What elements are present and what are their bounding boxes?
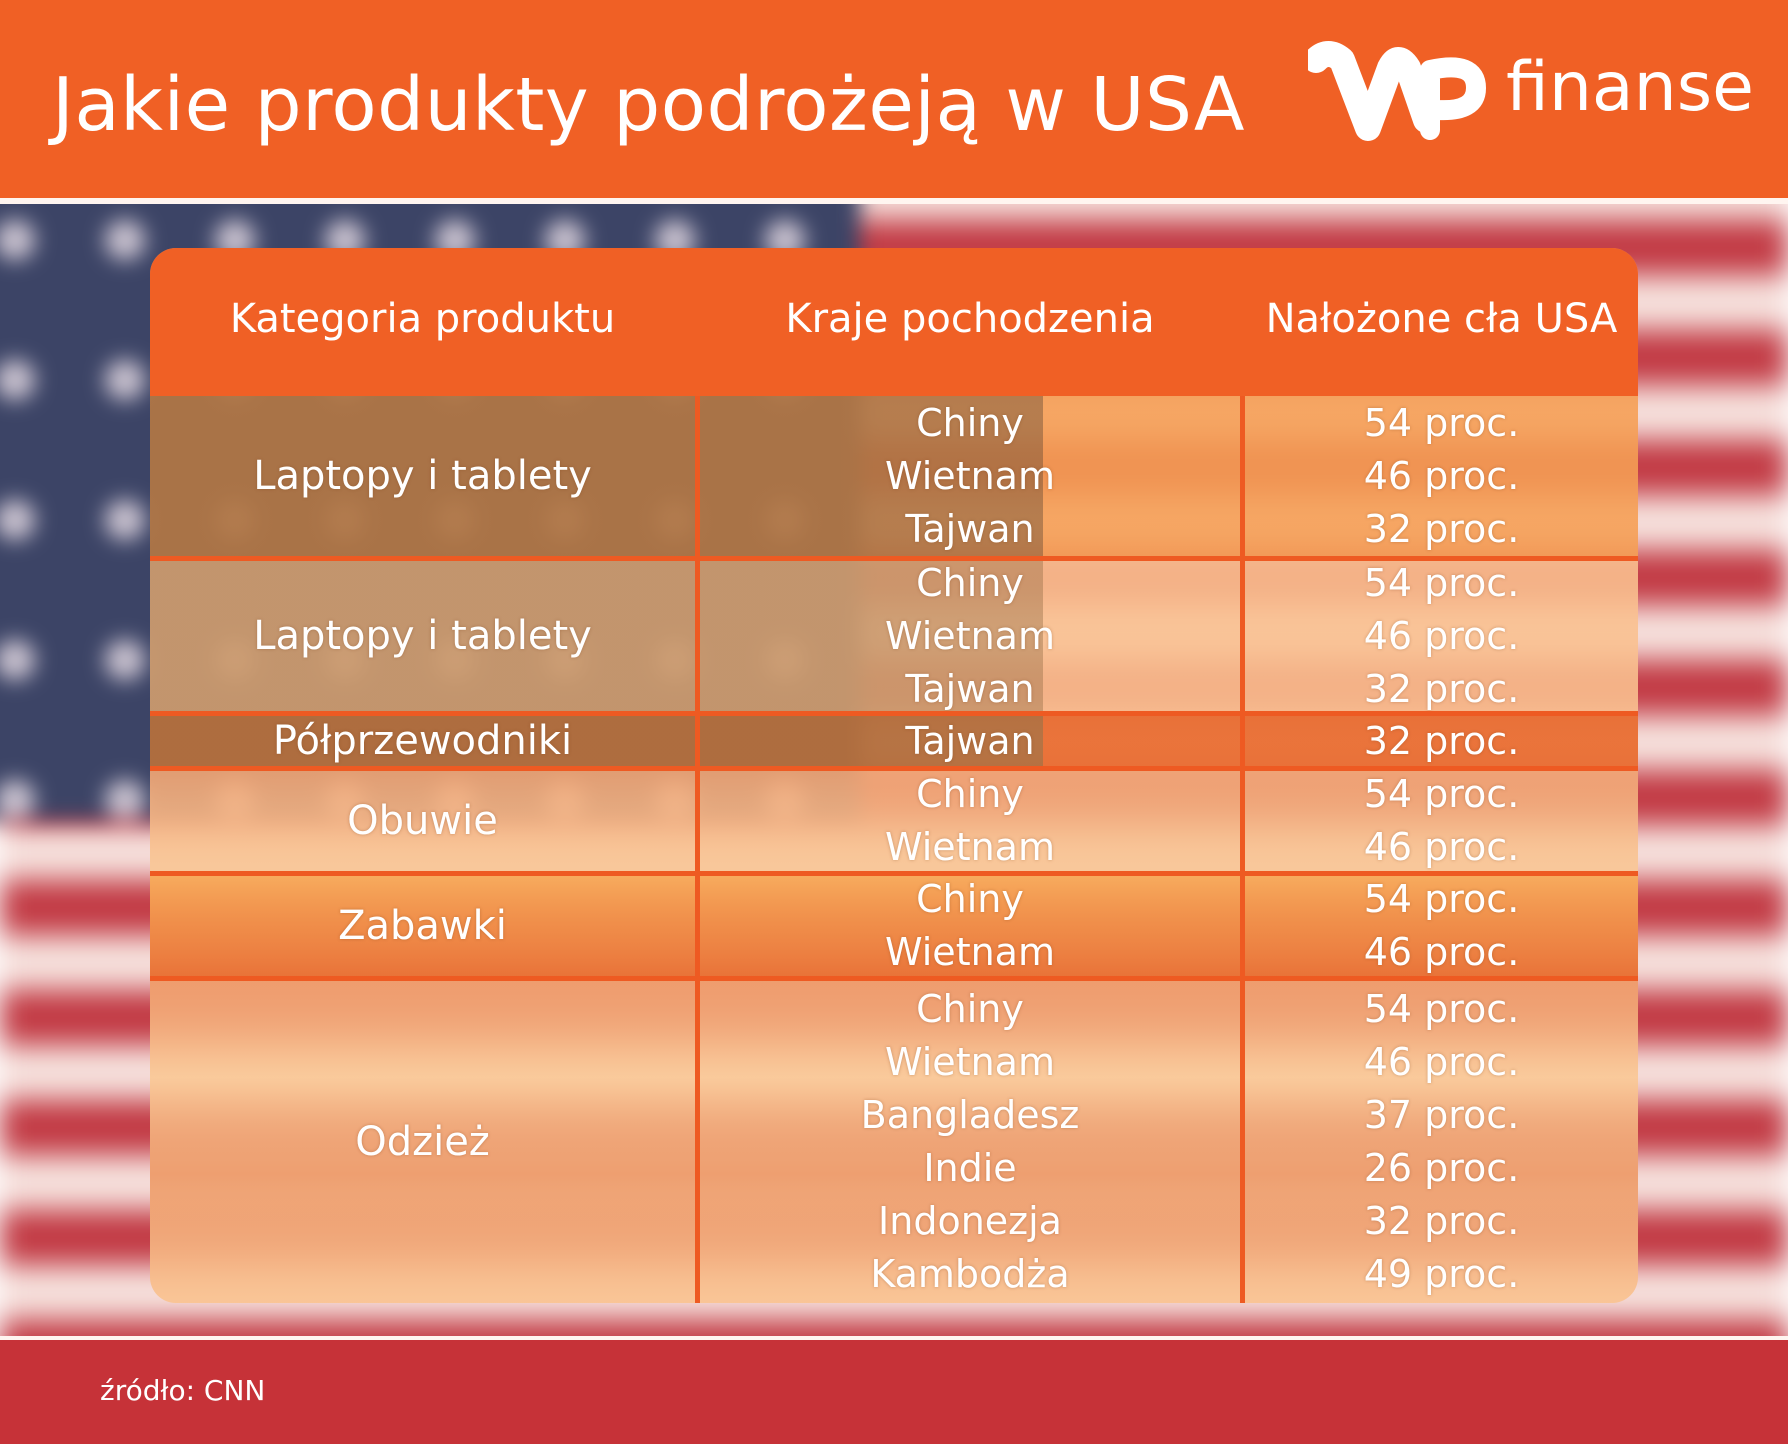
country: Chiny — [916, 772, 1024, 816]
category-cell: Obuwie — [347, 798, 498, 844]
source-bar: źródło: CNN — [0, 1336, 1788, 1444]
country-cell: Chiny Wietnam — [700, 771, 1240, 871]
tariff: 54 proc. — [1363, 772, 1520, 816]
table-row: Odzież Chiny Wietnam Bangladesz Indie In… — [150, 981, 1638, 1303]
header-tariff: Nałożone cła USA — [1265, 296, 1618, 342]
tariff-cell: 54 proc. 46 proc. 37 proc. 26 proc. 32 p… — [1245, 981, 1638, 1303]
category-cell: Półprzewodniki — [272, 718, 573, 764]
row-divider — [150, 766, 1638, 771]
table-row: Laptopy i tablety Chiny Wietnam Tajwan 5… — [150, 396, 1638, 556]
tariff: 46 proc. — [1363, 613, 1520, 658]
country: Chiny — [916, 877, 1024, 921]
country-cell: Chiny Wietnam Bangladesz Indie Indonezja… — [700, 981, 1240, 1303]
tariff-cell: 32 proc. — [1245, 716, 1638, 766]
country-cell: Chiny Wietnam Tajwan — [700, 561, 1240, 711]
tariff-table: Kategoria produktu Kraje pochodzenia Nał… — [150, 248, 1638, 1303]
tariff: 32 proc. — [1363, 666, 1520, 711]
country: Wietnam — [885, 1040, 1055, 1084]
country: Tajwan — [905, 718, 1035, 763]
country: Chiny — [916, 987, 1024, 1031]
country: Chiny — [916, 400, 1024, 445]
tariff-cell: 54 proc. 46 proc. 32 proc. — [1245, 561, 1638, 711]
source-label: źródło: CNN — [100, 1374, 266, 1407]
tariff: 46 proc. — [1363, 825, 1520, 869]
tariff-cell: 54 proc. 46 proc. — [1245, 771, 1638, 871]
column-divider — [695, 396, 700, 1303]
tariff: 46 proc. — [1363, 453, 1520, 498]
header-bar: Jakie produkty podrożeją w USA finanse — [0, 0, 1788, 204]
tariff: 46 proc. — [1363, 1040, 1520, 1084]
header-category: Kategoria produktu — [229, 296, 616, 342]
tariff: 37 proc. — [1363, 1093, 1520, 1137]
category-cell: Laptopy i tablety — [253, 613, 592, 659]
table-header: Kategoria produktu Kraje pochodzenia Nał… — [150, 248, 1638, 396]
tariff: 26 proc. — [1363, 1146, 1520, 1190]
table-row: Zabawki Chiny Wietnam 54 proc. 46 proc. — [150, 876, 1638, 976]
country: Wietnam — [885, 825, 1055, 869]
country: Kambodża — [870, 1252, 1070, 1296]
tariff: 32 proc. — [1363, 718, 1520, 763]
country: Wietnam — [885, 453, 1055, 498]
wp-logo-icon — [1308, 41, 1486, 141]
logo-wordmark: finanse — [1506, 48, 1754, 127]
country: Wietnam — [885, 930, 1055, 974]
tariff: 54 proc. — [1363, 400, 1520, 445]
tariff: 54 proc. — [1363, 987, 1520, 1031]
tariff-cell: 54 proc. 46 proc. — [1245, 876, 1638, 976]
column-divider — [1240, 396, 1245, 1303]
table-row: Laptopy i tablety Chiny Wietnam Tajwan 5… — [150, 561, 1638, 711]
country: Indie — [923, 1146, 1017, 1190]
tariff: 46 proc. — [1363, 930, 1520, 974]
tariff: 54 proc. — [1363, 560, 1520, 605]
header-country: Kraje pochodzenia — [785, 296, 1155, 342]
row-divider — [150, 711, 1638, 716]
category-cell: Laptopy i tablety — [253, 453, 592, 499]
category-cell: Zabawki — [338, 903, 507, 949]
country-cell: Chiny Wietnam Tajwan — [700, 396, 1240, 556]
country: Tajwan — [905, 666, 1035, 711]
wp-finanse-logo: finanse — [1308, 40, 1754, 160]
tariff: 32 proc. — [1363, 1199, 1520, 1243]
tariff: 54 proc. — [1363, 877, 1520, 921]
country: Chiny — [916, 560, 1024, 605]
tariff-cell: 54 proc. 46 proc. 32 proc. — [1245, 396, 1638, 556]
country-cell: Chiny Wietnam — [700, 876, 1240, 976]
country: Tajwan — [905, 506, 1035, 551]
row-divider — [150, 556, 1638, 561]
country: Bangladesz — [860, 1093, 1080, 1137]
row-divider — [150, 871, 1638, 876]
category-cell: Odzież — [355, 1119, 490, 1165]
page-title: Jakie produkty podrożeją w USA — [52, 62, 1246, 148]
row-divider — [150, 976, 1638, 981]
table-row: Półprzewodniki Tajwan 32 proc. — [150, 716, 1638, 766]
country: Wietnam — [885, 613, 1055, 658]
country-cell: Tajwan — [700, 716, 1240, 766]
country: Indonezja — [878, 1199, 1062, 1243]
tariff: 49 proc. — [1363, 1252, 1520, 1296]
tariff: 32 proc. — [1363, 506, 1520, 551]
table-row: Obuwie Chiny Wietnam 54 proc. 46 proc. — [150, 771, 1638, 871]
